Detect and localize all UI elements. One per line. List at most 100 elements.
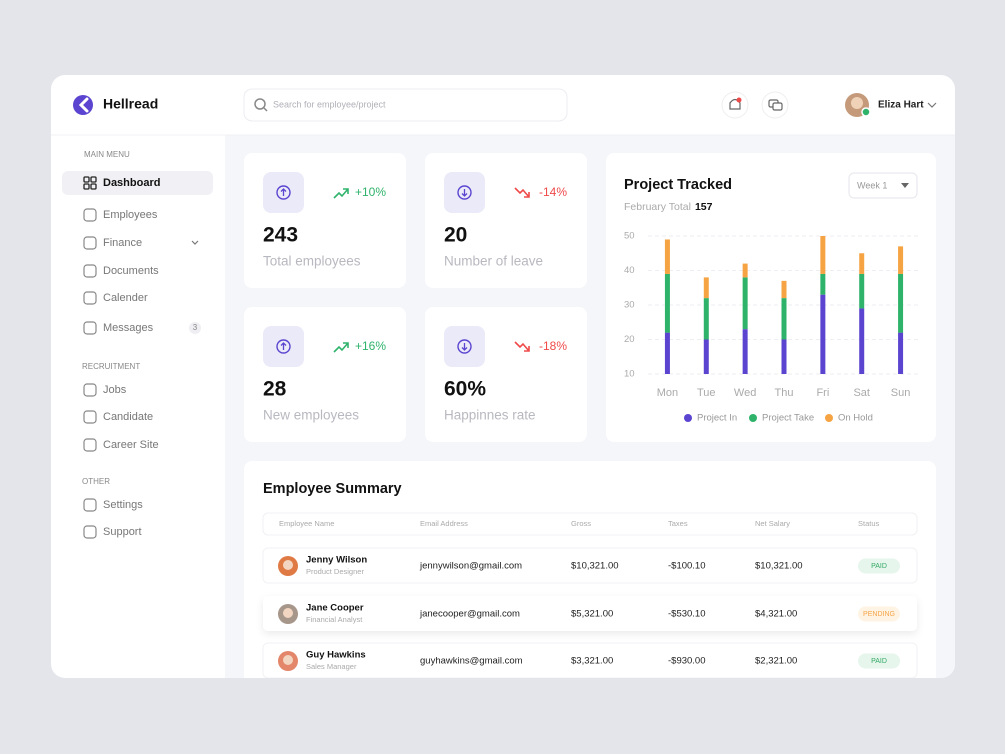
legend-label: Project Take xyxy=(762,413,814,424)
taxes: -$530.10 xyxy=(668,609,706,620)
menu-icon xyxy=(83,264,97,278)
employee-avatar-face xyxy=(283,655,293,665)
menu-icon xyxy=(83,498,97,512)
menu-icon xyxy=(90,176,97,183)
bar-segment xyxy=(742,263,748,278)
bar-segment xyxy=(703,339,709,374)
employee-avatar-face xyxy=(283,560,293,570)
menu-icon xyxy=(83,176,90,183)
search-placeholder: Search for employee/project xyxy=(273,99,386,109)
chat-icon-2 xyxy=(772,102,783,111)
column-header: Gross xyxy=(571,519,591,528)
employee-email: guyhawkins@gmail.com xyxy=(420,656,523,667)
menu-icon xyxy=(90,183,97,190)
stat-icon-arrow xyxy=(280,342,287,350)
y-tick-label: 10 xyxy=(624,369,635,380)
stat-label: Total employees xyxy=(263,254,361,269)
bar-segment xyxy=(703,277,709,299)
app-window: Hellread Search for employee/project Eliza… xyxy=(51,75,955,678)
menu-item[interactable]: Jobs xyxy=(103,384,127,396)
menu-item[interactable]: Finance xyxy=(103,237,142,249)
menu-icon xyxy=(83,183,90,190)
notification-button[interactable] xyxy=(721,91,749,119)
employee-name: Jane Cooper xyxy=(306,603,364,614)
user-name: Eliza Hart xyxy=(878,100,924,111)
x-tick-label: Sat xyxy=(853,387,870,399)
menu-section-title: OTHER xyxy=(82,477,110,486)
bar-segment xyxy=(820,273,826,295)
stat-change: +16% xyxy=(355,339,386,353)
logo-mark xyxy=(78,97,89,113)
employee-role: Financial Analyst xyxy=(306,615,363,624)
trend-arrow xyxy=(514,341,530,352)
table-row[interactable] xyxy=(262,642,918,678)
bar-segment xyxy=(898,246,904,274)
chart-card xyxy=(606,153,936,442)
menu-item[interactable]: Candidate xyxy=(103,411,153,423)
legend-label: On Hold xyxy=(838,413,873,424)
employee-role: Sales Manager xyxy=(306,662,357,671)
x-tick-label: Tue xyxy=(697,387,716,399)
stat-value: 20 xyxy=(444,224,467,247)
stat-icon-arrow xyxy=(461,189,468,197)
legend-swatch xyxy=(825,414,833,422)
status-pill xyxy=(858,558,900,574)
menu-item[interactable]: Dashboard xyxy=(103,177,160,189)
menu-item[interactable]: Messages xyxy=(103,322,154,334)
net-salary: $2,321.00 xyxy=(755,656,797,667)
bar-segment xyxy=(820,236,826,274)
net-salary: $10,321.00 xyxy=(755,561,803,572)
menu-section-title: RECRUITMENT xyxy=(82,362,140,371)
brand-name: Hellread xyxy=(103,96,158,112)
gross: $3,321.00 xyxy=(571,656,613,667)
search-icon-handle xyxy=(263,107,268,112)
menu-icon xyxy=(83,525,97,539)
menu-item[interactable]: Employees xyxy=(103,209,158,221)
column-header: Email Address xyxy=(420,519,468,528)
x-tick-label: Sun xyxy=(891,387,911,399)
column-header: Net Salary xyxy=(755,519,790,528)
menu-icon xyxy=(83,410,97,424)
menu-item[interactable]: Documents xyxy=(103,265,159,277)
status: PAID xyxy=(871,658,887,665)
employee-email: janecooper@gmail.com xyxy=(419,609,520,620)
table-row[interactable] xyxy=(263,596,917,631)
menu-item-active[interactable] xyxy=(62,171,213,195)
online-dot xyxy=(861,107,871,117)
column-header: Employee Name xyxy=(279,519,334,528)
gross: $5,321.00 xyxy=(571,609,613,620)
menu-badge xyxy=(189,322,201,334)
bar-segment xyxy=(898,332,904,374)
menu-item[interactable]: Career Site xyxy=(103,439,159,451)
y-tick-label: 40 xyxy=(624,265,635,276)
period-dropdown[interactable] xyxy=(848,172,918,199)
table-row[interactable] xyxy=(262,547,918,584)
search-icon xyxy=(254,98,266,110)
trend-arrow xyxy=(514,187,530,198)
stat-value: 60% xyxy=(444,378,486,401)
search-box[interactable] xyxy=(243,88,568,122)
legend-swatch xyxy=(684,414,692,422)
bar-segment xyxy=(820,294,826,374)
employee-role: Product Designer xyxy=(306,567,364,576)
status: PAID xyxy=(871,563,887,570)
notification-dot xyxy=(736,97,742,103)
menu-icon xyxy=(83,438,97,452)
bar-segment xyxy=(664,239,670,274)
bar-segment xyxy=(781,339,787,374)
menu-item[interactable]: Support xyxy=(103,526,142,538)
x-tick-label: Fri xyxy=(816,387,829,399)
bar-segment xyxy=(742,329,748,374)
menu-item[interactable]: Settings xyxy=(103,499,143,511)
bar-segment xyxy=(703,298,709,340)
employee-email: jennywilson@gmail.com xyxy=(419,561,522,572)
stat-change: +10% xyxy=(355,185,386,199)
period-label: Week 1 xyxy=(857,180,887,190)
status-pill xyxy=(858,653,900,669)
user-chevron xyxy=(927,102,937,108)
column-header: Status xyxy=(858,519,880,528)
stat-icon-arrow xyxy=(280,188,287,196)
chart-title: Project Tracked xyxy=(624,177,732,193)
stat-icon xyxy=(457,339,472,354)
menu-item[interactable]: Calender xyxy=(103,292,148,304)
